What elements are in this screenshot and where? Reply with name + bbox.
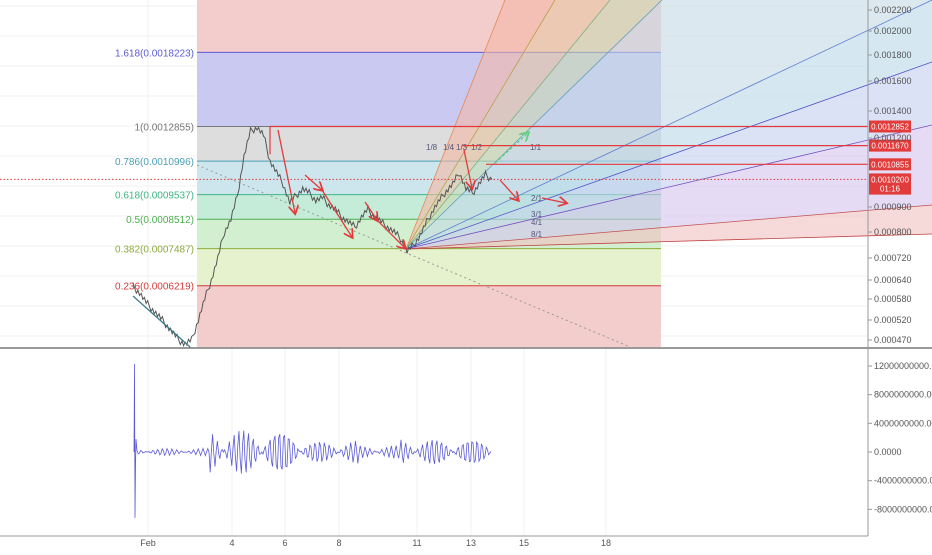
down-arrow[interactable]	[541, 198, 566, 203]
price-tag[interactable]	[869, 182, 911, 195]
fib-zone	[197, 285, 661, 347]
horizontal-lines[interactable]: 0.0012852 0.0011670 0.0010855 0.001020001:1…	[0, 120, 911, 195]
fan-line[interactable]	[405, 0, 611, 250]
fan-label: 8/1	[531, 230, 543, 239]
time-tick-label: 11	[412, 538, 421, 548]
oscillator-line	[133, 363, 492, 518]
fib-level-label: 0.236(0.0006219)	[115, 282, 194, 293]
down-arrow[interactable]	[463, 149, 472, 188]
fan-line[interactable]	[405, 0, 506, 250]
price-tag-label: 0.0010200	[871, 175, 909, 184]
price-tick-label: 0.000720	[874, 253, 912, 263]
down-arrow[interactable]	[499, 179, 518, 200]
osc-tick-label: -8000000000.00	[874, 504, 932, 514]
time-tick-label: 8	[336, 538, 341, 548]
price-tick-label: 0.001200	[874, 133, 912, 143]
fan-label: 4/1	[531, 218, 543, 227]
time-tick-label: Feb	[140, 538, 156, 548]
price-tag[interactable]	[869, 139, 911, 152]
fan-label: 1/3	[456, 143, 468, 152]
price-tick-label: 0.001600	[874, 76, 912, 86]
price-tick-label: 0.000580	[874, 294, 912, 304]
fib-level-label: 1(0.0012855)	[135, 122, 195, 133]
osc-tick-label: -4000000000.00	[874, 476, 932, 486]
price-tick-label: 0.002000	[874, 26, 912, 36]
fib-trend-line	[196, 164, 631, 348]
fan-line[interactable]	[405, 0, 556, 250]
price-tag-label: 0.0011670	[871, 142, 909, 151]
time-axis[interactable]: Feb 4 6 8 11 13 15 18	[0, 535, 868, 548]
price-tick-label: 0.000800	[874, 227, 912, 237]
fan-line[interactable]	[405, 204, 932, 250]
time-tick-label: 18	[601, 538, 611, 548]
up-arrow-dashed[interactable]	[494, 133, 528, 164]
time-tick-label: 6	[282, 538, 287, 548]
down-arrow[interactable]	[364, 201, 377, 220]
fan-label: 1/4	[443, 143, 455, 152]
price-tick-label: 0.000520	[874, 315, 912, 325]
time-tick-label: 15	[519, 538, 529, 548]
price-tag[interactable]	[869, 120, 911, 133]
price-tick-label: 0.002200	[874, 5, 912, 15]
arrow-annotations[interactable]	[277, 129, 566, 248]
osc-tick-label: 8000000000.00	[874, 390, 932, 400]
fib-level-label: 0.786(0.0010996)	[115, 157, 194, 168]
price-tag-label: 0.0010855	[871, 160, 909, 169]
price-tick-label: 0.000470	[874, 335, 912, 345]
fan-label: 1/2	[471, 143, 483, 152]
price-tick-label: 0.000900	[874, 202, 912, 212]
fan-line[interactable]	[405, 61, 932, 250]
oscillator-axis[interactable]: 12000000000.00 8000000000.00 4000000000.00…	[867, 349, 932, 536]
fib-level-label: 1.618(0.0018223)	[115, 48, 194, 59]
time-tick-label: 4	[229, 538, 234, 548]
fan-label: 1/1	[530, 143, 542, 152]
fan-label: 2/1	[531, 194, 543, 203]
price-line	[132, 126, 493, 348]
fan-label: 3/1	[531, 210, 543, 219]
price-tick-label: 0.001400	[874, 106, 912, 116]
osc-tick-label: 12000000000.00	[874, 361, 932, 371]
price-axis[interactable]: 0.002200 0.002000 0.001800 0.001600 0.001400…	[0, 0, 932, 349]
fan-line[interactable]	[405, 0, 932, 250]
fan-label: 1/8	[426, 143, 438, 152]
fib-level-label: 0.5(0.0008512)	[126, 215, 194, 226]
fib-level-label: 0.382(0.0007487)	[115, 245, 194, 256]
fib-level-label: 0.618(0.0009537)	[115, 191, 194, 202]
osc-tick-label: 0.0000	[874, 447, 902, 457]
oscillator-panel	[133, 363, 492, 518]
fan-line[interactable]	[405, 233, 932, 250]
price-tag-label: 01:16	[880, 185, 901, 194]
down-arrow[interactable]	[321, 189, 352, 237]
price-series	[132, 126, 493, 348]
downtrend-line[interactable]	[132, 295, 191, 348]
down-arrow[interactable]	[376, 219, 405, 248]
down-arrow[interactable]	[277, 129, 295, 213]
fan-line[interactable]	[405, 0, 663, 250]
time-tick-label: 13	[466, 538, 476, 548]
price-tag[interactable]	[869, 158, 911, 171]
price-tag[interactable]	[869, 173, 911, 186]
price-tick-label: 0.000640	[874, 275, 912, 285]
osc-tick-label: 4000000000.00	[874, 418, 932, 428]
fib-zone	[197, 248, 661, 286]
price-tag-label: 0.0012852	[871, 122, 909, 131]
price-tick-label: 0.001800	[874, 50, 912, 60]
down-arrow[interactable]	[304, 174, 322, 190]
